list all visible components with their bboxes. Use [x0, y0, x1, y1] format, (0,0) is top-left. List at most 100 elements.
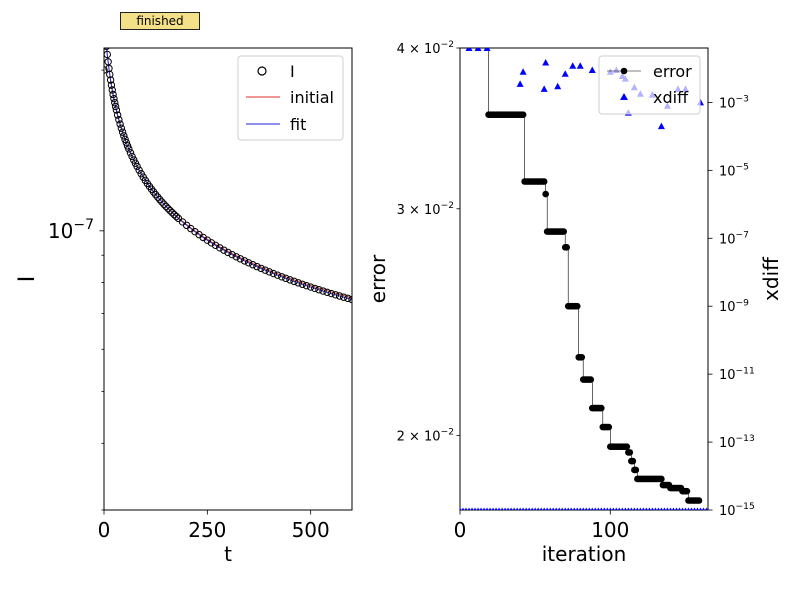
data-point-I	[319, 287, 327, 295]
data-point-error	[629, 457, 637, 465]
data-point-xdiff	[465, 48, 473, 51]
data-point-xdiff	[675, 507, 678, 510]
data-point-I	[162, 202, 170, 211]
data-point-I	[228, 250, 236, 259]
data-point-error	[605, 423, 613, 431]
left-x-tick-label: 0	[98, 518, 111, 542]
data-point-xdiff	[554, 507, 558, 510]
data-point-xdiff	[569, 507, 573, 510]
data-point-I	[108, 86, 116, 94]
data-point-error	[463, 38, 470, 45]
data-point-xdiff	[684, 507, 687, 510]
data-point-error	[479, 38, 486, 45]
data-point-xdiff	[657, 122, 665, 130]
data-point-error	[623, 443, 631, 450]
data-point-xdiff	[681, 507, 684, 510]
data-point-error	[466, 38, 473, 45]
data-point-xdiff	[491, 507, 495, 510]
legend-label-I: I	[290, 62, 295, 81]
data-point-xdiff	[524, 507, 528, 510]
data-point-I	[111, 102, 120, 111]
data-point-xdiff	[702, 507, 705, 510]
data-point-I	[282, 274, 290, 283]
data-point-xdiff	[623, 507, 627, 510]
right-chart: 4 × 10−2 3 × 10−2 2 × 10−2 10−3 10−5 10−7 10−9…	[366, 38, 783, 566]
data-point-xdiff	[617, 507, 621, 510]
data-point-xdiff	[483, 48, 491, 51]
data-point-xdiff	[519, 68, 527, 75]
data-point-xdiff	[705, 507, 708, 510]
right-y2-tick-label: 10−9	[719, 298, 749, 315]
data-point-I	[224, 248, 232, 257]
data-point-I	[294, 279, 302, 287]
data-point-error	[560, 228, 568, 235]
data-point-xdiff	[696, 507, 699, 510]
right-y2-axis-label: xdiff	[759, 256, 783, 301]
data-point-xdiff	[467, 507, 471, 510]
data-point-I	[244, 259, 253, 267]
data-point-error	[476, 38, 483, 45]
data-point-I	[216, 244, 224, 252]
data-point-error	[458, 38, 465, 45]
data-point-error	[519, 111, 527, 118]
data-point-I	[102, 34, 108, 40]
data-point-xdiff	[479, 507, 483, 510]
legend-marker-error	[620, 67, 628, 75]
data-point-xdiff	[602, 507, 606, 510]
data-point-xdiff	[635, 507, 639, 510]
data-point-I	[302, 281, 311, 290]
data-point-I	[170, 210, 178, 219]
data-point-xdiff	[569, 62, 577, 69]
data-point-xdiff	[494, 507, 498, 510]
data-point-I	[104, 50, 112, 59]
data-point-xdiff	[503, 507, 507, 510]
data-point-error	[484, 38, 491, 45]
data-point-xdiff	[650, 507, 654, 510]
data-point-xdiff	[654, 507, 657, 510]
data-point-xdiff	[699, 507, 702, 510]
data-point-error	[472, 38, 479, 45]
data-point-xdiff	[518, 507, 522, 510]
data-point-I	[273, 271, 282, 279]
data-point-xdiff	[690, 507, 693, 510]
data-point-error	[695, 497, 703, 504]
data-point-xdiff	[460, 507, 462, 510]
data-point-xdiff	[461, 507, 465, 510]
data-point-xdiff	[554, 82, 562, 90]
data-point-xdiff	[539, 507, 543, 510]
left-legend-box	[237, 55, 344, 141]
data-point-I	[298, 280, 307, 288]
legend-label-xdiff: xdiff	[653, 88, 689, 107]
data-point-xdiff	[530, 507, 534, 510]
data-point-I	[249, 261, 257, 269]
data-point-xdiff	[632, 507, 636, 510]
data-point-I	[154, 193, 162, 201]
data-point-I	[344, 294, 352, 303]
data-point-I	[261, 266, 269, 274]
data-point-error	[658, 475, 665, 483]
data-point-I	[125, 145, 133, 153]
right-y-tick-label: 4 × 10−2	[397, 40, 454, 57]
data-point-xdiff	[669, 507, 672, 510]
data-point-error	[461, 38, 468, 45]
data-point-I	[102, 23, 108, 29]
data-point-xdiff	[657, 507, 660, 510]
data-point-I	[118, 128, 127, 136]
data-point-I	[327, 289, 336, 298]
data-point-I	[104, 48, 110, 50]
data-point-I	[311, 284, 319, 293]
data-point-I	[315, 286, 323, 294]
data-point-xdiff	[482, 507, 486, 510]
data-point-xdiff	[588, 66, 596, 74]
data-point-xdiff	[527, 507, 531, 510]
data-point-I	[211, 241, 220, 250]
data-point-xdiff	[678, 507, 681, 510]
left-plot-area	[102, 23, 352, 304]
data-point-I	[172, 212, 181, 221]
data-point-xdiff	[485, 507, 489, 510]
data-point-xdiff	[545, 507, 549, 510]
data-point-I	[112, 106, 121, 114]
data-point-I	[158, 198, 166, 206]
